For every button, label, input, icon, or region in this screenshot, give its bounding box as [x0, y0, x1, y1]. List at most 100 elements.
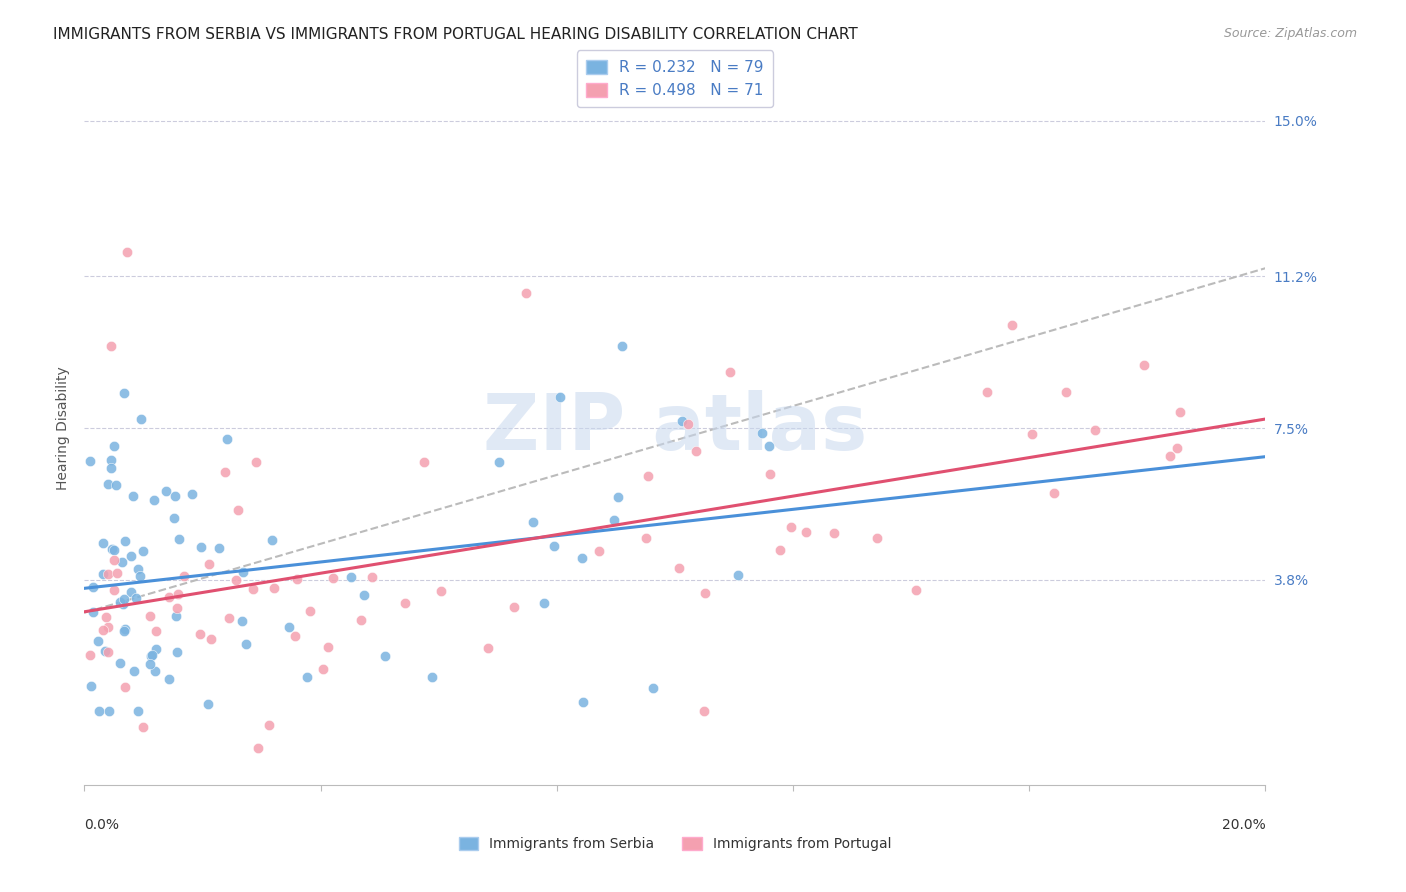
- Point: [165, 608, 187, 623]
- Point: [1001, 318, 1024, 333]
- Point: [394, 596, 416, 610]
- Point: [260, 533, 283, 547]
- Point: [114, 622, 136, 636]
- Point: [103, 543, 125, 558]
- Point: [1133, 359, 1156, 373]
- Point: [603, 513, 626, 527]
- Point: [87, 704, 110, 718]
- Point: [685, 443, 707, 458]
- Point: [122, 664, 145, 678]
- Point: [100, 452, 122, 467]
- Point: [676, 417, 699, 431]
- Point: [98, 704, 121, 718]
- Point: [572, 695, 595, 709]
- Point: [312, 662, 335, 676]
- Point: [257, 717, 280, 731]
- Point: [718, 365, 741, 379]
- Point: [188, 627, 211, 641]
- Point: [299, 604, 322, 618]
- Point: [157, 672, 180, 686]
- Point: [794, 524, 817, 539]
- Point: [141, 648, 163, 662]
- Point: [420, 669, 443, 683]
- Point: [413, 455, 436, 469]
- Point: [166, 587, 188, 601]
- Point: [612, 339, 634, 353]
- Point: [101, 542, 124, 557]
- Point: [1021, 426, 1043, 441]
- Point: [82, 580, 104, 594]
- Point: [94, 644, 117, 658]
- Point: [865, 531, 887, 545]
- Point: [759, 467, 782, 481]
- Point: [242, 582, 264, 596]
- Point: [190, 540, 212, 554]
- Point: [163, 511, 186, 525]
- Point: [105, 566, 128, 580]
- Point: [112, 386, 135, 401]
- Point: [360, 570, 382, 584]
- Point: [247, 741, 270, 756]
- Point: [100, 461, 122, 475]
- Point: [166, 600, 188, 615]
- Point: [142, 492, 165, 507]
- Point: [87, 633, 110, 648]
- Point: [263, 582, 285, 596]
- Point: [522, 515, 544, 529]
- Point: [283, 629, 305, 643]
- Point: [215, 433, 238, 447]
- Point: [112, 624, 135, 639]
- Point: [374, 649, 396, 664]
- Point: [226, 502, 249, 516]
- Point: [103, 439, 125, 453]
- Point: [100, 339, 122, 353]
- Legend: Immigrants from Serbia, Immigrants from Portugal: Immigrants from Serbia, Immigrants from …: [453, 831, 897, 856]
- Point: [120, 549, 142, 563]
- Point: [904, 582, 927, 597]
- Point: [671, 414, 693, 428]
- Point: [588, 544, 610, 558]
- Point: [143, 665, 166, 679]
- Point: [127, 562, 149, 576]
- Point: [245, 455, 267, 469]
- Point: [695, 586, 717, 600]
- Point: [79, 454, 101, 468]
- Point: [235, 637, 257, 651]
- Point: [139, 657, 162, 672]
- Point: [693, 704, 716, 718]
- Point: [751, 426, 773, 441]
- Point: [157, 591, 180, 605]
- Point: [94, 610, 117, 624]
- Point: [121, 489, 143, 503]
- Point: [200, 632, 222, 646]
- Point: [103, 553, 125, 567]
- Point: [110, 657, 132, 671]
- Point: [353, 588, 375, 602]
- Point: [1043, 486, 1066, 500]
- Point: [141, 649, 163, 664]
- Point: [571, 551, 593, 566]
- Point: [198, 557, 221, 571]
- Point: [779, 520, 801, 534]
- Point: [477, 640, 499, 655]
- Point: [180, 487, 202, 501]
- Point: [97, 620, 120, 634]
- Point: [232, 565, 254, 579]
- Point: [112, 597, 135, 611]
- Point: [295, 670, 318, 684]
- Point: [285, 572, 308, 586]
- Point: [127, 704, 149, 718]
- Point: [91, 567, 114, 582]
- Point: [430, 584, 453, 599]
- Point: [322, 571, 344, 585]
- Point: [115, 244, 138, 259]
- Point: [277, 620, 299, 634]
- Point: [533, 596, 555, 610]
- Point: [132, 720, 155, 734]
- Text: 20.0%: 20.0%: [1222, 818, 1265, 831]
- Point: [1166, 442, 1188, 456]
- Point: [108, 595, 131, 609]
- Point: [488, 455, 510, 469]
- Point: [606, 490, 628, 504]
- Point: [165, 489, 187, 503]
